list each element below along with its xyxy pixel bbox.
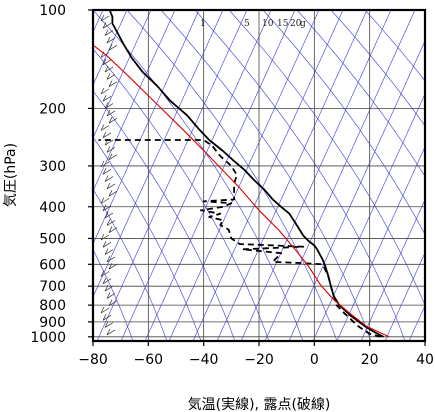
wind-barb (108, 117, 118, 124)
y-tick-label: 700 (39, 279, 66, 295)
wind-barb (100, 197, 110, 204)
wind-barb (106, 255, 116, 263)
wind-barb (108, 263, 118, 270)
mixing-ratio-label: 1 (200, 19, 206, 29)
wind-barb (102, 168, 112, 175)
dewpoint-line (98, 139, 381, 338)
guide-line (93, 10, 200, 245)
guide-curve (126, 10, 338, 341)
mixing-ratio-label: 5 (244, 19, 250, 29)
guide-curve (93, 249, 134, 341)
mixing-ratio-label: 10 (262, 19, 274, 29)
wind-barb (102, 204, 112, 212)
wind-barb (108, 80, 118, 87)
x-tick-label: 20 (361, 352, 379, 368)
y-tick-label: 900 (39, 315, 66, 331)
wind-barb (104, 65, 114, 73)
wind-barb (108, 190, 118, 197)
y-tick-label: 200 (39, 101, 66, 117)
wind-barb (106, 109, 116, 117)
x-axis-title: 気温(実線), 露点(破線) (188, 397, 331, 412)
guide-curve (93, 90, 236, 341)
wind-barb (102, 314, 112, 321)
x-tick-label: 0 (310, 352, 319, 368)
wind-barb (108, 226, 118, 233)
wind-barb (102, 241, 112, 248)
wind-barb (104, 284, 114, 292)
wind-barb (104, 175, 114, 182)
wind-barb (102, 22, 112, 29)
wind-barb (106, 73, 116, 80)
x-tick-label: −80 (78, 352, 108, 368)
guide-curve (160, 10, 372, 341)
parcel-line (93, 44, 390, 338)
wind-barb (106, 328, 116, 336)
guide-curve (364, 10, 425, 82)
wind-barb (106, 219, 116, 226)
guide-line (93, 10, 128, 86)
y-tick-label: 400 (39, 200, 66, 216)
guide-curve (93, 136, 202, 341)
wind-barb (100, 306, 110, 314)
y-tick-label: 100 (39, 3, 66, 19)
y-tick-label: 800 (39, 298, 66, 314)
guide-curve (93, 48, 270, 341)
wind-barb (100, 270, 110, 277)
y-tick-label: 300 (39, 159, 66, 175)
x-tick-label: −20 (244, 352, 274, 368)
y-tick-label: 1000 (30, 330, 66, 346)
wind-barb (102, 277, 112, 285)
wind-barb (100, 124, 110, 131)
guide-curve (93, 188, 168, 341)
wind-barb (104, 102, 114, 109)
axes: −80 −60 −40 −20 0 20 40 100 200 300 400 500 600 700 80… (30, 3, 434, 368)
guide-line (93, 10, 176, 192)
wind-barb (104, 321, 114, 328)
wind-barb (104, 248, 114, 255)
y-tick-label: 500 (39, 231, 66, 247)
mixing-ratio-label: g (300, 19, 306, 29)
plot-area: 1 5 10 15 20g (93, 10, 425, 341)
y-tick-label: 600 (39, 257, 66, 273)
mixing-ratio-label: 20 (290, 19, 302, 29)
guide-curve (194, 10, 406, 341)
x-tick-label: −60 (134, 352, 164, 368)
guide-curve (262, 10, 425, 236)
wind-barb (100, 233, 110, 241)
x-tick-label: −40 (189, 352, 219, 368)
mixing-ratio-label: 15 (277, 19, 289, 29)
wind-barb (104, 211, 114, 219)
wind-barb (106, 292, 116, 299)
wind-barb (100, 14, 110, 22)
wind-barb (108, 153, 118, 160)
wind-barb (106, 146, 116, 153)
y-axis-title: 気圧(hPa) (3, 143, 19, 207)
wind-barb (102, 131, 112, 139)
guide-line (93, 10, 152, 139)
wind-barb (106, 36, 116, 44)
wind-barb (106, 182, 116, 190)
guide-curve (93, 10, 304, 341)
x-tick-label: 40 (416, 352, 434, 368)
wind-barb (102, 95, 112, 102)
wind-barb (102, 58, 112, 66)
wind-barb (104, 29, 114, 36)
guide-curve (228, 10, 425, 307)
wind-barb (108, 44, 118, 51)
wind-barb (100, 87, 110, 95)
wind-barb (100, 160, 110, 168)
wind-barb (108, 299, 118, 306)
